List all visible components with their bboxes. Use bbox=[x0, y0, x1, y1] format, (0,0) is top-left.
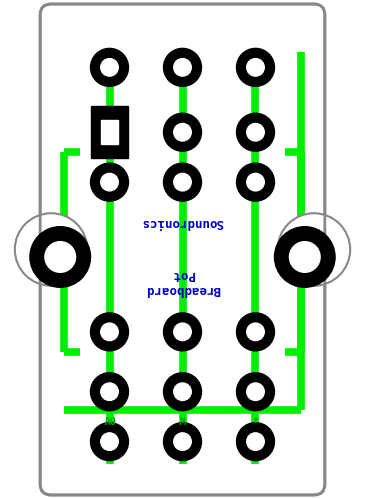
Circle shape bbox=[174, 323, 191, 341]
Circle shape bbox=[279, 214, 349, 285]
Text: W: W bbox=[179, 413, 186, 423]
Circle shape bbox=[91, 423, 128, 461]
Circle shape bbox=[237, 48, 274, 86]
Circle shape bbox=[91, 313, 128, 351]
Circle shape bbox=[45, 242, 76, 272]
Circle shape bbox=[274, 227, 335, 287]
Circle shape bbox=[174, 173, 191, 191]
Circle shape bbox=[247, 58, 264, 76]
Circle shape bbox=[247, 433, 264, 451]
Bar bbox=[91, 106, 128, 158]
Circle shape bbox=[91, 48, 128, 86]
Circle shape bbox=[174, 123, 191, 141]
Circle shape bbox=[174, 433, 191, 451]
FancyBboxPatch shape bbox=[40, 4, 325, 495]
Circle shape bbox=[237, 163, 274, 201]
Circle shape bbox=[247, 173, 264, 191]
Circle shape bbox=[247, 123, 264, 141]
Circle shape bbox=[164, 313, 201, 351]
Circle shape bbox=[174, 383, 191, 401]
Text: 0V: 0V bbox=[103, 413, 116, 423]
Circle shape bbox=[237, 313, 274, 351]
Circle shape bbox=[91, 373, 128, 411]
Circle shape bbox=[16, 214, 86, 285]
Circle shape bbox=[278, 214, 350, 285]
Bar bbox=[101, 120, 118, 144]
Circle shape bbox=[237, 113, 274, 151]
Circle shape bbox=[289, 242, 320, 272]
Text: +: + bbox=[252, 413, 259, 423]
Circle shape bbox=[101, 383, 118, 401]
Circle shape bbox=[237, 423, 274, 461]
Circle shape bbox=[174, 58, 191, 76]
Circle shape bbox=[164, 373, 201, 411]
Text: Breadboard
Pot: Breadboard Pot bbox=[145, 268, 220, 296]
Circle shape bbox=[247, 323, 264, 341]
Circle shape bbox=[237, 373, 274, 411]
Circle shape bbox=[164, 423, 201, 461]
Circle shape bbox=[91, 163, 128, 201]
Circle shape bbox=[247, 383, 264, 401]
Text: Soundronics: Soundronics bbox=[141, 216, 224, 229]
Circle shape bbox=[101, 323, 118, 341]
Circle shape bbox=[101, 173, 118, 191]
Circle shape bbox=[15, 214, 87, 285]
Circle shape bbox=[101, 433, 118, 451]
Circle shape bbox=[101, 58, 118, 76]
Circle shape bbox=[164, 113, 201, 151]
Circle shape bbox=[164, 163, 201, 201]
Circle shape bbox=[164, 48, 201, 86]
Circle shape bbox=[30, 227, 91, 287]
